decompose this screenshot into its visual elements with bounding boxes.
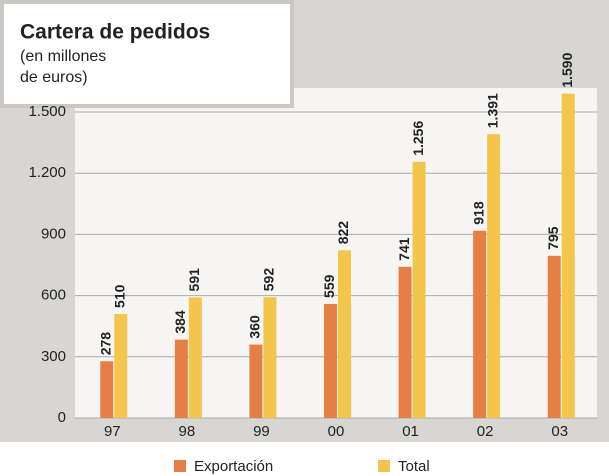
x-tick-label: 97 — [104, 423, 121, 440]
bar — [324, 303, 337, 418]
legend-swatch — [378, 460, 390, 472]
y-tick-label: 0 — [58, 409, 66, 426]
value-label: 741 — [396, 237, 412, 261]
bar — [473, 230, 487, 418]
subtitle: de euros) — [20, 69, 88, 86]
value-label: 918 — [470, 201, 486, 225]
value-label: 795 — [545, 226, 561, 250]
value-label: 360 — [247, 315, 263, 339]
value-label: 510 — [111, 284, 127, 308]
value-label: 1.391 — [484, 93, 500, 128]
value-label: 822 — [335, 221, 351, 245]
value-label: 1.590 — [559, 52, 575, 87]
subtitle: (en millones — [20, 48, 106, 65]
title-box — [0, 0, 294, 108]
y-tick-label: 1.500 — [28, 103, 66, 120]
bar — [174, 339, 188, 418]
bar — [114, 313, 128, 418]
legend-swatch — [174, 460, 186, 472]
y-tick-label: 600 — [41, 287, 66, 304]
legend-label: Exportación — [194, 458, 273, 475]
bar — [263, 297, 277, 418]
x-tick-label: 01 — [402, 423, 419, 440]
x-tick-label: 98 — [179, 423, 196, 440]
bar — [398, 266, 412, 418]
value-label: 384 — [172, 310, 188, 334]
bar — [547, 255, 561, 418]
x-tick-label: 03 — [551, 423, 568, 440]
value-label: 278 — [97, 332, 113, 356]
y-tick-label: 300 — [41, 348, 66, 365]
bar — [412, 161, 426, 418]
value-label: 592 — [261, 268, 277, 292]
legend-label: Total — [398, 458, 430, 475]
x-tick-label: 99 — [253, 423, 270, 440]
chart-title: Cartera de pedidos — [20, 21, 210, 44]
y-tick-label: 1.200 — [28, 164, 66, 181]
y-tick-label: 900 — [41, 225, 66, 242]
bar — [100, 361, 114, 418]
bar — [188, 297, 202, 418]
bar — [338, 250, 351, 418]
value-label: 591 — [186, 268, 202, 292]
bar — [249, 344, 263, 418]
value-label: 559 — [321, 274, 337, 298]
bar — [487, 134, 501, 418]
value-label: 1.256 — [410, 121, 426, 156]
x-tick-label: 02 — [477, 423, 494, 440]
x-tick-label: 00 — [328, 423, 345, 440]
bar — [561, 93, 575, 418]
